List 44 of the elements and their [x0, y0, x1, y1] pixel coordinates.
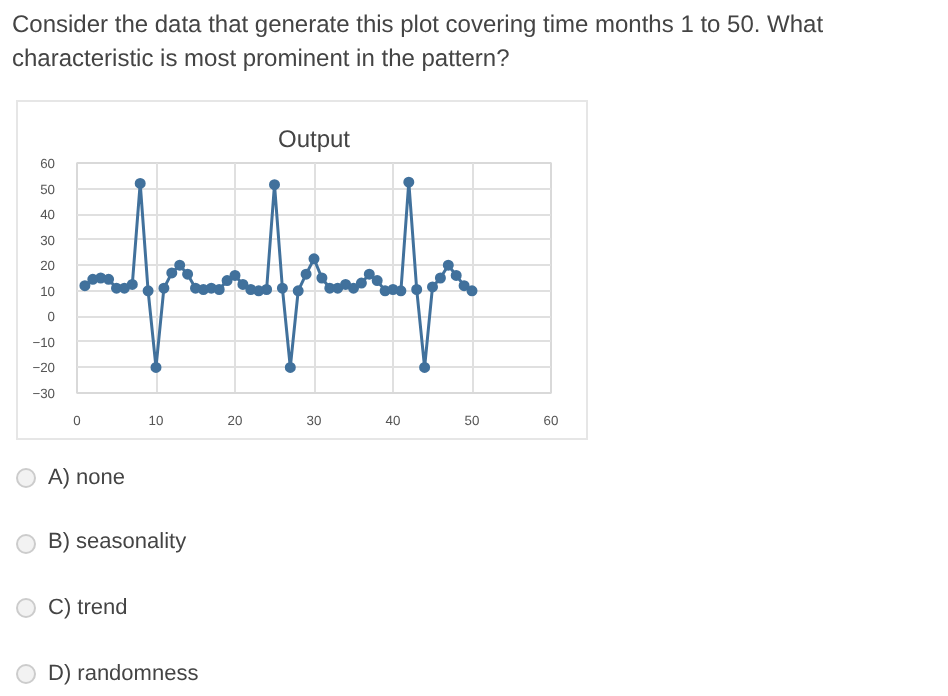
point: [229, 269, 241, 281]
point: [269, 178, 280, 190]
point: [403, 176, 415, 188]
point: [126, 278, 138, 290]
point: [411, 283, 423, 295]
point: [261, 283, 273, 295]
point: [284, 361, 296, 373]
point: [332, 282, 344, 294]
point: [158, 282, 170, 294]
point: [363, 268, 375, 280]
point: [142, 284, 154, 296]
point: [348, 282, 359, 294]
point: [458, 279, 470, 291]
point: [103, 273, 115, 285]
chart-title: Output: [277, 124, 352, 153]
point: [427, 281, 438, 292]
point: [395, 284, 407, 296]
point: [174, 259, 186, 271]
point: [213, 283, 225, 295]
point: [166, 266, 178, 278]
point: [450, 269, 462, 281]
point: [221, 274, 233, 286]
text: B) seasonality: [48, 530, 187, 555]
point: [150, 361, 162, 373]
text: C) trend: [48, 596, 128, 621]
point: [292, 284, 304, 296]
point: [316, 272, 328, 284]
point: [442, 259, 454, 271]
point: [182, 268, 194, 280]
point: [340, 278, 352, 290]
text: D) randomness: [48, 661, 199, 686]
point: [355, 277, 367, 289]
point: [276, 282, 288, 294]
point: [308, 252, 320, 264]
point: [300, 268, 312, 280]
text: A) none: [48, 465, 126, 490]
point: [434, 272, 446, 284]
point: [419, 361, 431, 373]
point: [237, 278, 249, 290]
point: [371, 274, 383, 286]
point: [466, 284, 478, 296]
point: [134, 177, 146, 189]
point: [79, 279, 91, 291]
text: Consider the data that generate this plot covering time months 1 to 50. What characteristic is most prominent in the pattern?: [12, 8, 826, 77]
